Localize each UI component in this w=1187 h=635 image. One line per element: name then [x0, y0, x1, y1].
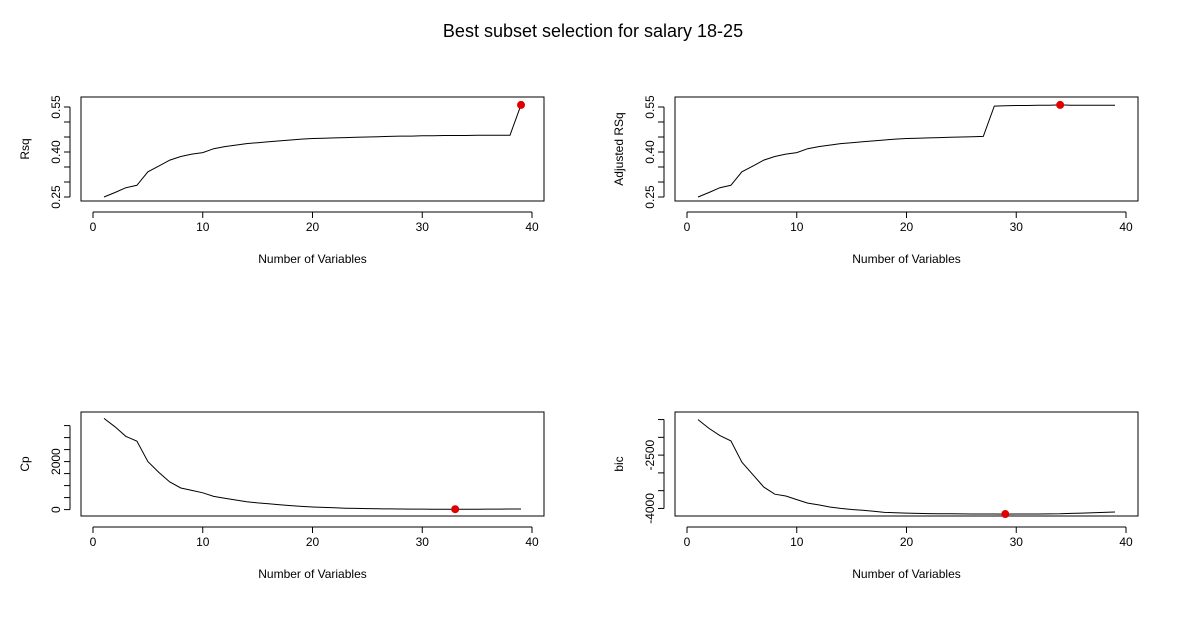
panel-cp: 0 10 20 30 40 0 2000 Number of Variables Cp	[18, 411, 545, 581]
plot-frame	[80, 96, 545, 202]
y-tick-label: 0	[49, 506, 63, 513]
y-axis-title: Cp	[18, 456, 32, 472]
y-tick-label: 0.40	[643, 140, 657, 164]
y-axis-title: bic	[612, 456, 626, 471]
x-tick-label: 0	[684, 220, 691, 234]
y-tick-label: 0.25	[49, 185, 63, 209]
y-tick-label: -2500	[643, 439, 657, 470]
y-tick-label: 0.55	[49, 95, 63, 119]
x-tick-label: 20	[306, 535, 320, 549]
optimum-marker	[517, 100, 526, 109]
x-tick-label: 10	[790, 535, 804, 549]
x-axis-title: Number of Variables	[258, 567, 367, 581]
panels-group: 0 10 20 30 40 0.25 0.40 0.55 Number of Variables…	[18, 95, 1139, 581]
y-axis-title: Adjusted RSq	[612, 112, 626, 185]
plot-frame	[674, 96, 1139, 202]
series-line-cp	[103, 418, 521, 510]
x-tick-label: 10	[790, 220, 804, 234]
panel-bic: 0 10 20 30 40 -4000 -2500 Number of Variables bi…	[612, 411, 1139, 581]
x-tick-label: 0	[90, 535, 97, 549]
figure-title: Best subset selection for salary 18-25	[443, 21, 743, 41]
y-axis-title: Rsq	[18, 138, 32, 159]
x-tick-label: 0	[684, 535, 691, 549]
x-tick-label: 30	[416, 220, 430, 234]
x-tick-label: 20	[900, 220, 914, 234]
optimum-marker	[451, 505, 460, 514]
optimum-marker	[1001, 510, 1010, 519]
optimum-marker	[1056, 100, 1065, 109]
panel-adjusted-rsq: 0 10 20 30 40 0.25 0.40 0.55 Number of Variables…	[612, 95, 1139, 266]
x-tick-label: 20	[900, 535, 914, 549]
x-tick-label: 30	[1010, 535, 1024, 549]
y-tick-label: 0.40	[49, 140, 63, 164]
x-axis-title: Number of Variables	[852, 252, 961, 266]
series-line-adjusted-rsq	[697, 104, 1115, 198]
x-axis-title: Number of Variables	[258, 252, 367, 266]
y-tick-label: -4000	[643, 493, 657, 524]
series-line-bic	[697, 419, 1116, 515]
x-axis-title: Number of Variables	[852, 567, 961, 581]
plot-frame	[80, 411, 545, 517]
panel-rsq: 0 10 20 30 40 0.25 0.40 0.55 Number of Variables…	[18, 95, 545, 266]
x-tick-label: 30	[1010, 220, 1024, 234]
x-tick-label: 30	[416, 535, 430, 549]
x-tick-label: 40	[1119, 535, 1133, 549]
x-tick-label: 10	[196, 220, 210, 234]
x-tick-label: 0	[90, 220, 97, 234]
x-tick-label: 40	[1119, 220, 1133, 234]
x-tick-label: 40	[525, 220, 539, 234]
plot-frame	[674, 411, 1139, 517]
y-tick-label: 2000	[49, 448, 63, 475]
x-tick-label: 40	[525, 535, 539, 549]
y-tick-label: 0.55	[643, 95, 657, 119]
y-tick-label: 0.25	[643, 185, 657, 209]
x-tick-label: 10	[196, 535, 210, 549]
x-tick-label: 20	[306, 220, 320, 234]
series-line-rsq	[103, 104, 522, 198]
